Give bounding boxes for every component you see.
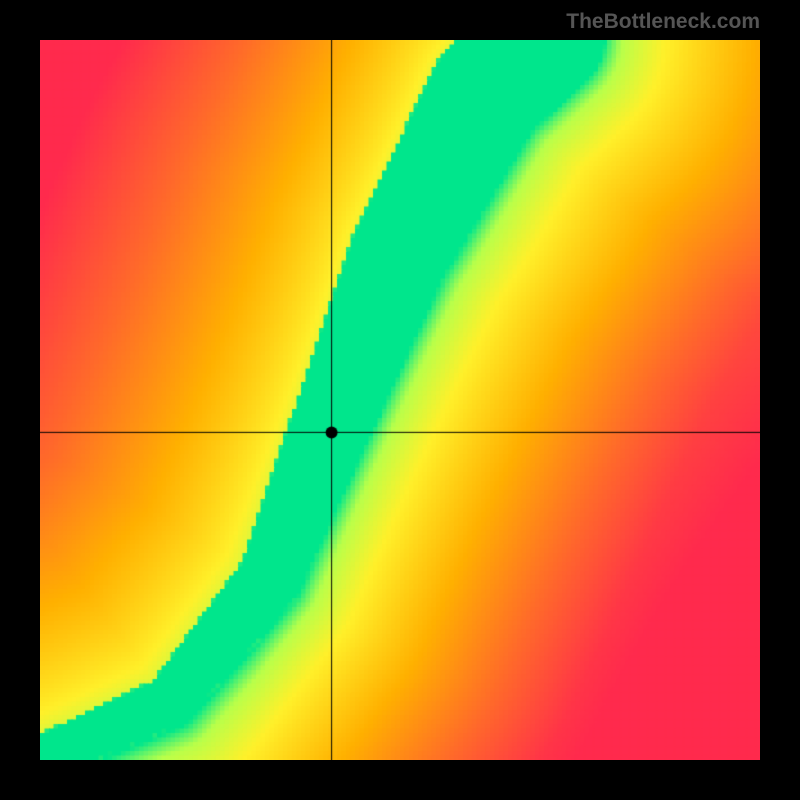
bottleneck-heatmap	[40, 40, 760, 760]
watermark-text: TheBottleneck.com	[566, 10, 760, 34]
